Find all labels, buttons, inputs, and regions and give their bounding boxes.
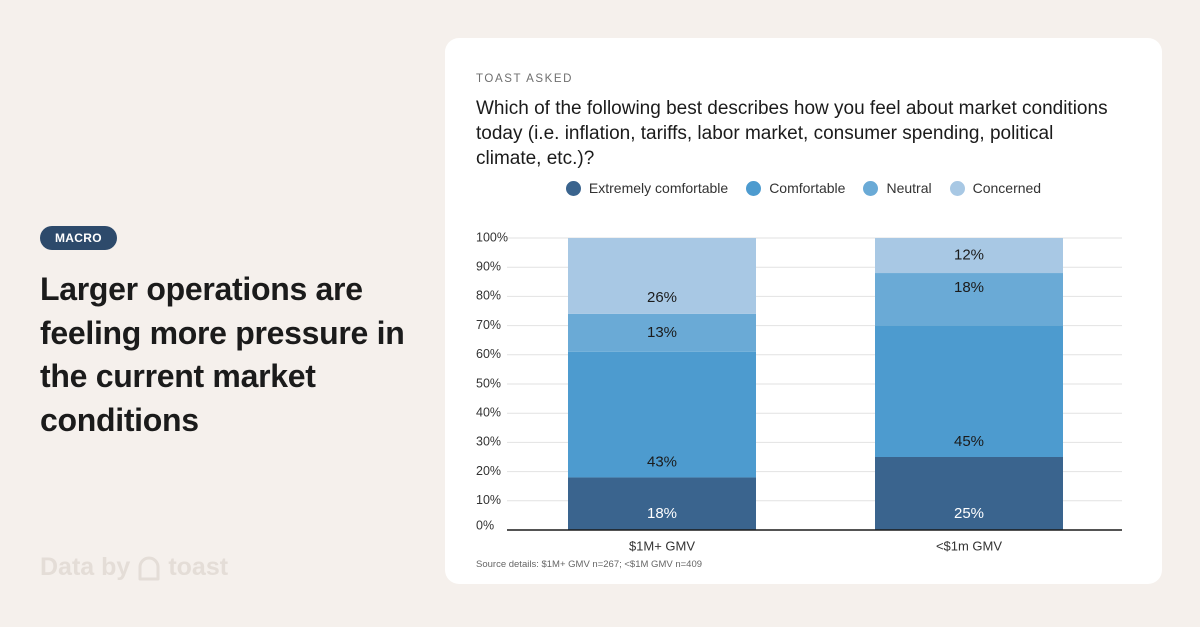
bar-segment	[568, 351, 756, 478]
data-label: 45%	[954, 433, 984, 450]
data-label: 12%	[954, 246, 984, 263]
legend-swatch	[565, 180, 581, 196]
y-tick-label: 100%	[476, 230, 508, 244]
legend-label: Neutral	[886, 180, 932, 196]
data-label: 25%	[954, 505, 984, 522]
left-panel: MACRO Larger operations are feeling more…	[40, 0, 420, 627]
y-tick-label: 10%	[476, 493, 501, 507]
data-label: 43%	[647, 453, 677, 470]
brand-name: toast	[168, 553, 229, 581]
legend-label: Extremely comfortable	[588, 180, 729, 196]
bar-segment	[568, 313, 756, 352]
category-tag: MACRO	[40, 226, 117, 250]
stacked-bar-chart: 0% 10% 20% 30% 40% 50% 60% 70% 80% 90% 100% 18% 43% 1…	[476, 230, 1122, 553]
chart-card: TOAST ASKED Which of the following best …	[445, 38, 1162, 584]
legend-swatch	[746, 180, 762, 196]
y-tick-label: 0%	[476, 518, 494, 532]
x-category-label: <$1m GMV	[936, 538, 1002, 553]
y-tick-label: 60%	[476, 347, 501, 361]
bar-segment	[875, 325, 1063, 457]
legend-item-neutral: Neutral	[863, 180, 932, 196]
bar-segment	[875, 273, 1063, 326]
bar-segment	[568, 238, 756, 314]
y-tick-label: 80%	[476, 289, 501, 303]
eyebrow-label: TOAST ASKED	[476, 73, 574, 85]
y-tick-label: 30%	[476, 435, 501, 449]
y-tick-label: 70%	[476, 318, 501, 332]
x-category-label: $1M+ GMV	[629, 538, 695, 553]
legend-item-comfortable: Comfortable	[746, 180, 845, 196]
survey-question: Which of the following best describes ho…	[476, 98, 1108, 169]
legend-swatch	[949, 180, 965, 196]
headline: Larger operations are feeling more press…	[40, 271, 405, 438]
chart-legend: Extremely comfortable Comfortable Neutra…	[445, 180, 1162, 196]
legend-label: Comfortable	[769, 180, 846, 196]
bar-segment	[875, 238, 1063, 274]
legend-item-extremely-comfortable: Extremely comfortable	[565, 180, 729, 196]
data-label: 18%	[647, 505, 677, 522]
y-tick-label: 90%	[476, 259, 501, 273]
y-tick-label: 40%	[476, 405, 501, 419]
legend-swatch	[863, 180, 879, 196]
y-tick-label: 50%	[476, 376, 501, 390]
y-tick-label: 20%	[476, 464, 501, 478]
brand-text: Data by	[40, 553, 131, 581]
legend-item-concerned: Concerned	[949, 180, 1042, 196]
bar-segment	[875, 457, 1063, 530]
bar-segment	[568, 477, 756, 530]
data-label: 18%	[954, 279, 984, 296]
brand-watermark: Data by toast	[40, 553, 228, 582]
source-note: Source details: $1M+ GMV n=267; <$1M GMV…	[476, 559, 703, 570]
legend-label: Concerned	[972, 180, 1042, 196]
toast-logo-icon	[138, 556, 160, 580]
data-label: 13%	[647, 324, 677, 341]
data-label: 26%	[647, 289, 677, 306]
